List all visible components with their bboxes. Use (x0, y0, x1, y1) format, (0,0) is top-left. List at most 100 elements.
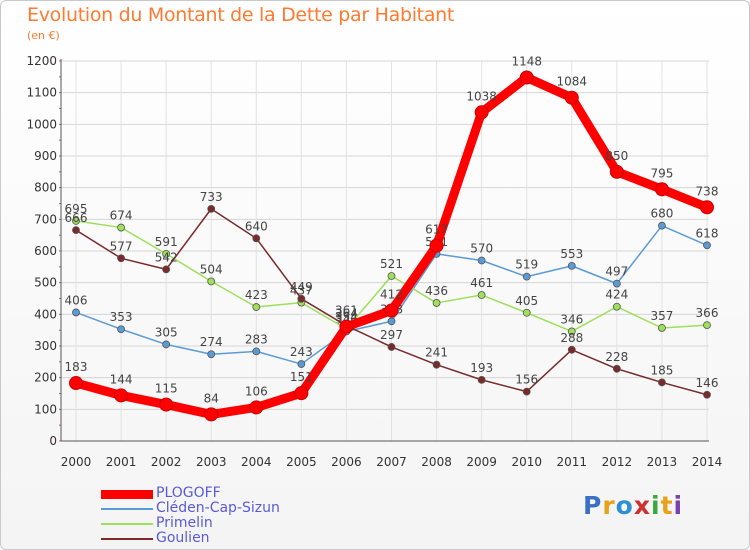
data-point-cl-den-cap-sizun (612, 279, 621, 288)
data-point-plogoff (700, 200, 714, 215)
data-label-cl-den-cap-sizun: 305 (155, 325, 178, 339)
data-label-plogoff: 1038 (466, 89, 497, 103)
data-point-cl-den-cap-sizun (72, 308, 80, 317)
x-tick-label: 2009 (466, 455, 497, 469)
data-label-goulien: 733 (200, 190, 223, 204)
data-point-goulien (477, 375, 486, 384)
data-point-primelin (207, 277, 216, 286)
x-tick-label: 2004 (241, 455, 272, 469)
data-point-goulien (117, 254, 125, 263)
data-point-cl-den-cap-sizun (567, 261, 576, 270)
data-label-primelin: 423 (245, 288, 268, 302)
data-label-goulien: 193 (470, 361, 493, 375)
data-point-plogoff (384, 303, 399, 318)
data-label-cl-den-cap-sizun: 680 (650, 207, 673, 221)
data-point-plogoff (69, 376, 83, 391)
y-tick-label: 400 (34, 307, 57, 321)
data-point-primelin (117, 223, 125, 232)
y-tick-label: 200 (34, 371, 57, 385)
data-label-plogoff: 1148 (511, 54, 542, 68)
y-tick-label: 300 (34, 339, 57, 353)
data-point-goulien (162, 265, 171, 274)
data-point-plogoff (159, 397, 174, 412)
logo-letter: x (633, 491, 651, 520)
x-tick-label: 2011 (557, 455, 588, 469)
data-point-cl-den-cap-sizun (162, 340, 171, 349)
data-point-plogoff (114, 388, 129, 403)
data-point-primelin (432, 299, 441, 307)
data-label-primelin: 674 (110, 209, 133, 223)
legend-swatch-primelin (101, 523, 153, 525)
logo-letter: o (615, 491, 634, 520)
data-label-primelin: 366 (696, 306, 719, 320)
data-point-cl-den-cap-sizun (703, 241, 711, 250)
data-point-cl-den-cap-sizun (477, 256, 486, 265)
data-point-goulien (72, 226, 80, 235)
data-point-plogoff (609, 164, 624, 179)
legend-swatch-cl-den-cap-sizun (101, 508, 153, 510)
data-label-goulien: 666 (65, 211, 88, 225)
data-point-primelin (612, 302, 621, 311)
logo-letter: P (583, 491, 603, 520)
proxiti-logo: Proxiti (583, 491, 683, 520)
data-label-cl-den-cap-sizun: 243 (290, 345, 313, 359)
legend-swatch-plogoff (101, 490, 153, 499)
data-label-primelin: 461 (470, 276, 493, 290)
data-point-goulien (252, 234, 261, 243)
data-label-primelin: 591 (155, 235, 178, 249)
data-point-goulien (567, 345, 576, 354)
data-label-cl-den-cap-sizun: 618 (696, 226, 719, 240)
x-tick-label: 2001 (106, 455, 137, 469)
data-point-goulien (387, 343, 396, 351)
data-label-goulien: 288 (560, 331, 583, 345)
data-point-plogoff (294, 386, 309, 401)
data-point-cl-den-cap-sizun (207, 350, 216, 359)
y-tick-label: 1100 (26, 86, 57, 100)
data-label-primelin: 424 (605, 288, 628, 302)
data-point-goulien (658, 378, 666, 387)
data-label-goulien: 241 (425, 346, 448, 360)
data-point-plogoff (249, 400, 264, 415)
data-label-plogoff: 115 (155, 382, 178, 396)
logo-letter: t (660, 491, 674, 520)
logo-letter: r (602, 491, 616, 520)
data-point-goulien (612, 364, 621, 373)
y-tick-label: 500 (34, 276, 57, 290)
data-point-goulien (522, 387, 531, 396)
chart-unit-label: (en €) (27, 29, 60, 42)
data-point-plogoff (429, 238, 444, 253)
data-point-goulien (207, 204, 216, 213)
data-label-plogoff: 412 (380, 288, 403, 302)
data-point-cl-den-cap-sizun (387, 317, 396, 326)
x-tick-label: 2008 (421, 455, 452, 469)
data-label-primelin: 436 (425, 284, 448, 298)
y-tick-label: 800 (34, 181, 57, 195)
logo-letter: i (673, 491, 684, 520)
data-point-cl-den-cap-sizun (522, 272, 531, 281)
data-label-cl-den-cap-sizun: 283 (245, 332, 268, 346)
y-tick-label: 700 (34, 212, 57, 226)
x-tick-label: 2013 (647, 455, 678, 469)
data-label-plogoff: 84 (204, 391, 219, 405)
data-label-plogoff: 738 (696, 184, 719, 198)
data-point-plogoff (474, 105, 489, 120)
data-point-plogoff (564, 90, 579, 105)
data-point-primelin (387, 272, 396, 280)
x-tick-label: 2010 (511, 455, 542, 469)
data-label-primelin: 504 (200, 262, 223, 276)
x-tick-label: 2005 (286, 455, 317, 469)
data-point-primelin (72, 217, 80, 225)
data-label-goulien: 228 (605, 350, 628, 364)
x-tick-label: 2003 (196, 455, 227, 469)
data-label-goulien: 364 (335, 307, 358, 321)
data-label-cl-den-cap-sizun: 553 (560, 247, 583, 261)
x-tick-label: 2007 (376, 455, 407, 469)
data-label-plogoff: 617 (425, 223, 448, 237)
data-point-primelin (658, 324, 666, 332)
data-label-cl-den-cap-sizun: 519 (515, 258, 538, 272)
data-point-cl-den-cap-sizun (117, 325, 125, 334)
logo-letter: i (651, 491, 661, 520)
data-label-plogoff: 183 (65, 360, 88, 374)
legend-label-primelin: Primelin (156, 515, 213, 531)
y-tick-label: 1000 (26, 117, 57, 131)
